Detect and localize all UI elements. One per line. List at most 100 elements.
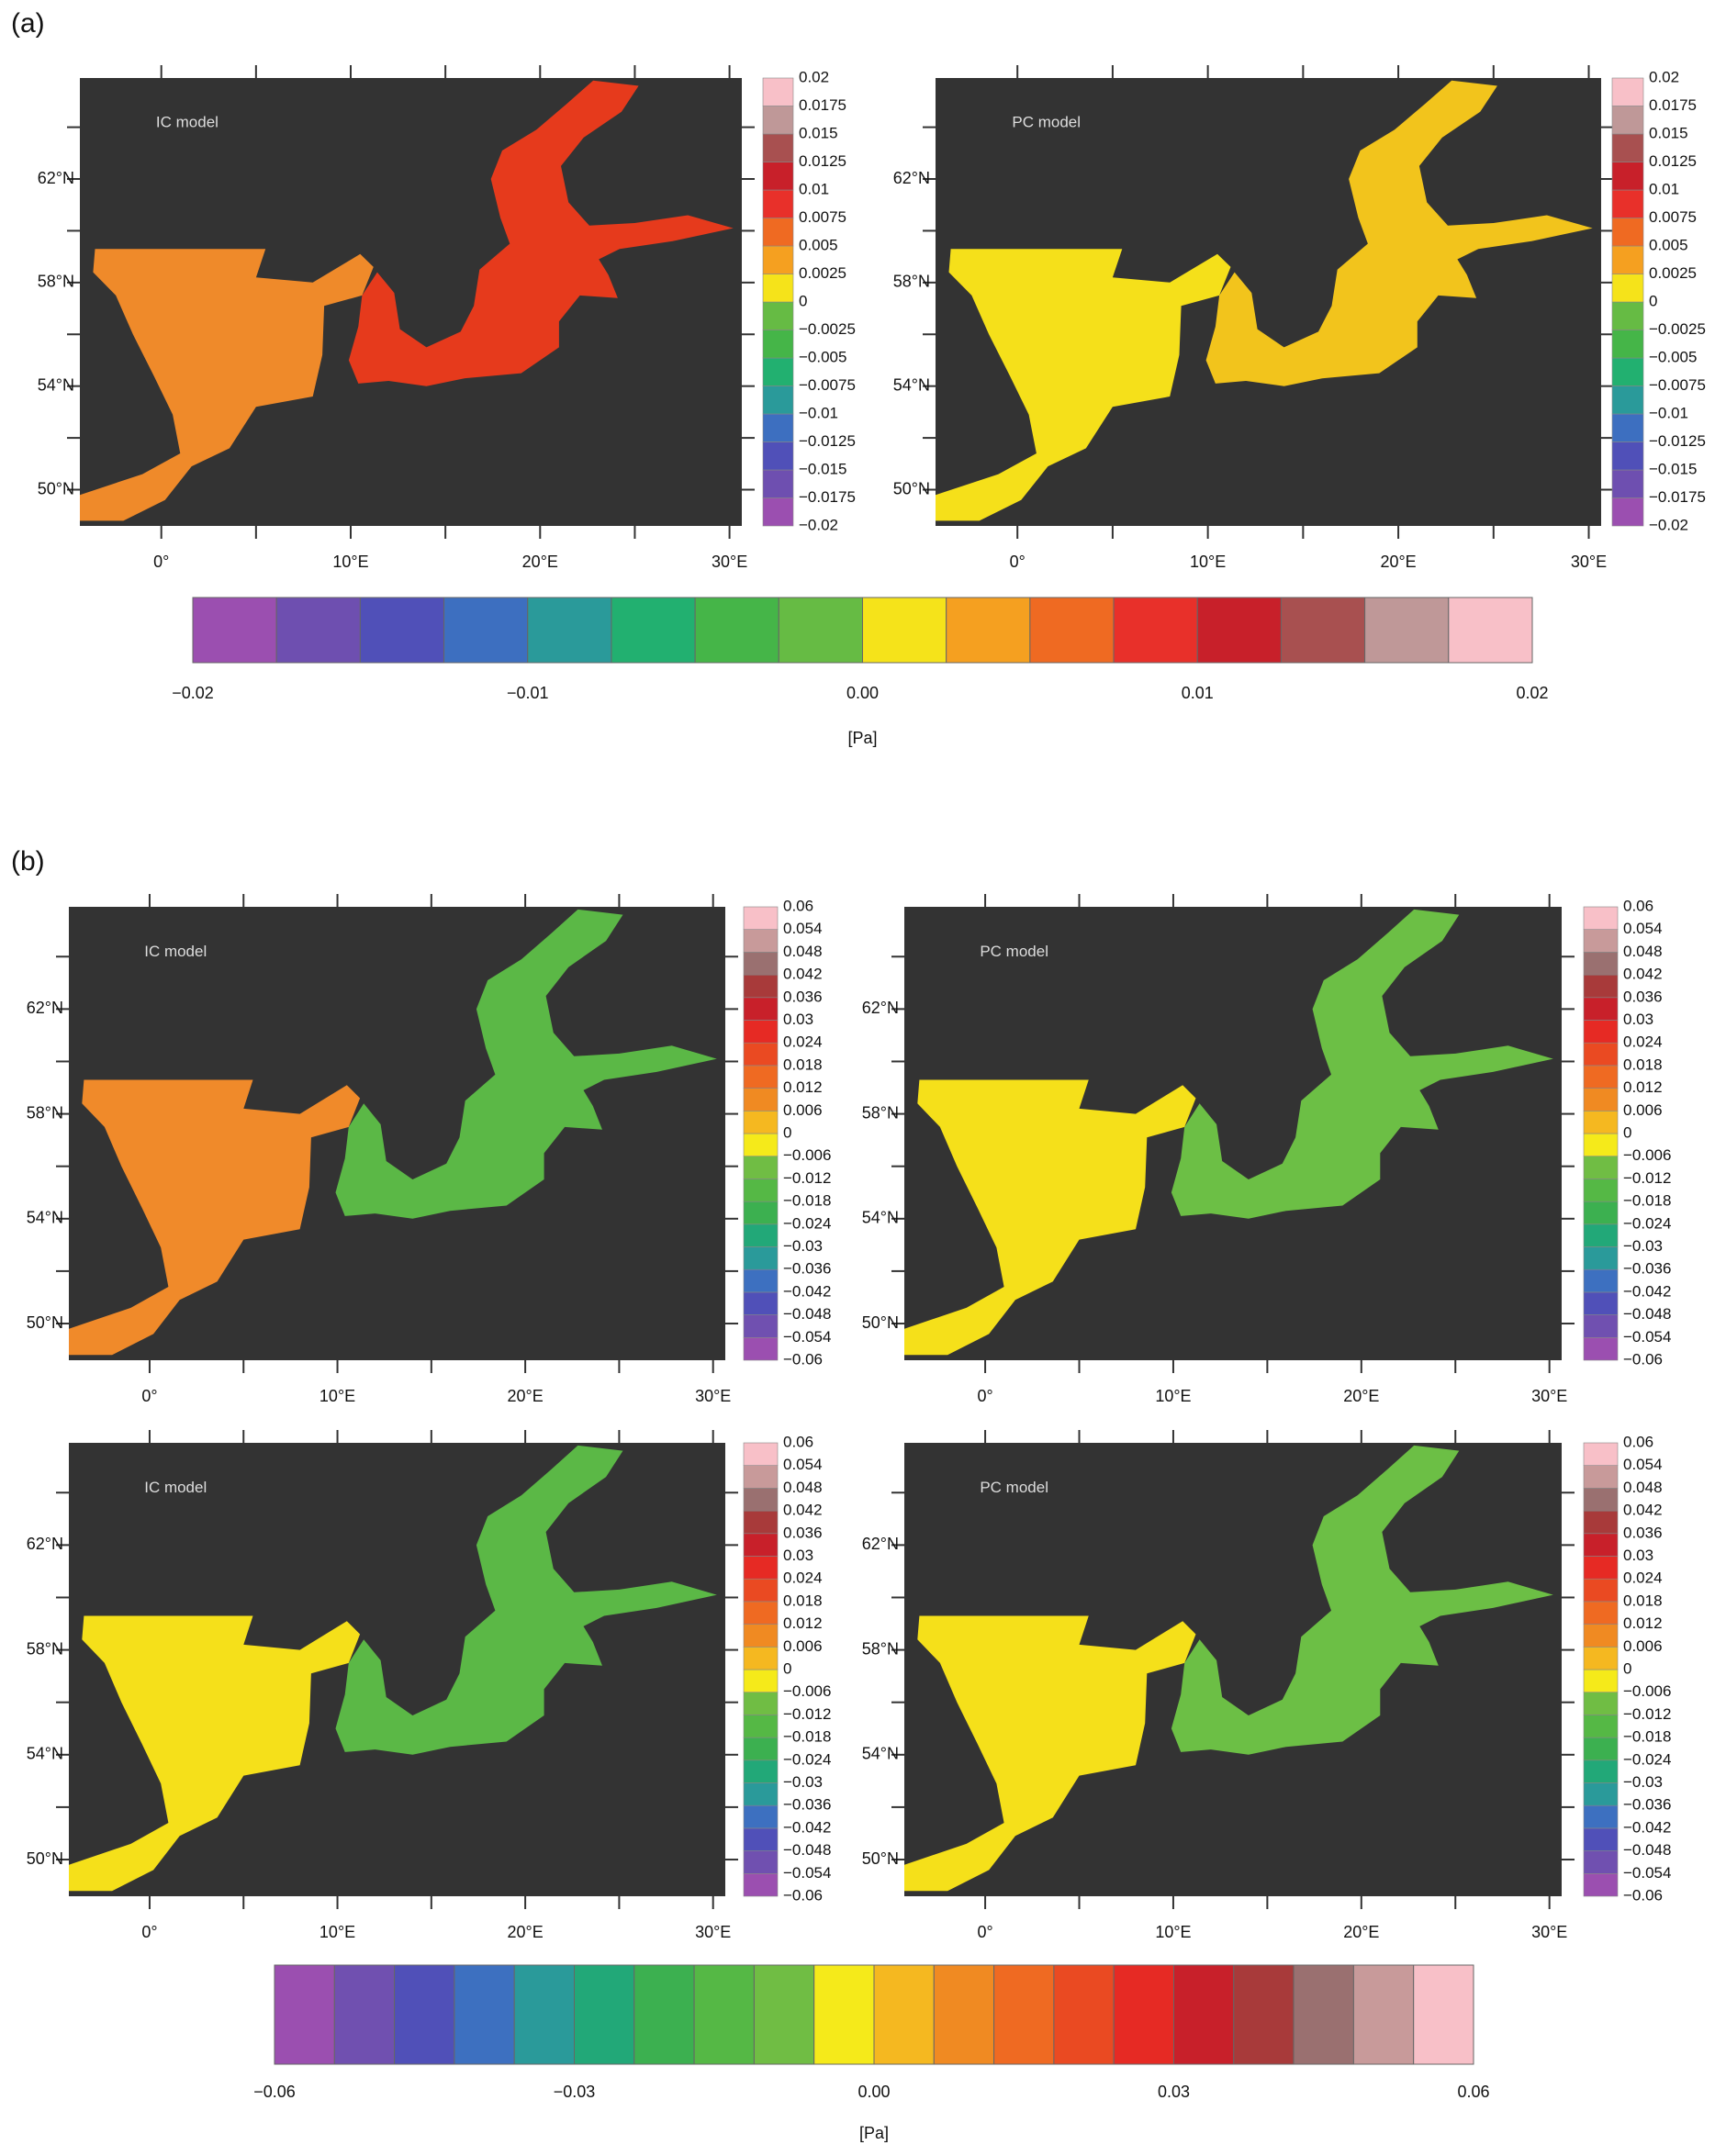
colorbar-box (762, 77, 794, 106)
colorbar-label: 0.024 (1623, 1570, 1663, 1587)
map-title: PC model (1012, 113, 1081, 130)
colorbar-box (359, 597, 445, 664)
lon-label: 10°E (332, 553, 368, 571)
colorbar-box (1583, 1737, 1619, 1761)
colorbar-label: −0.048 (1623, 1305, 1671, 1323)
colorbar-label: −0.0125 (1649, 432, 1706, 450)
colorbar-label: 0.012 (783, 1078, 823, 1096)
colorbar-label: −0.054 (783, 1864, 831, 1882)
colorbar-label: −0.006 (783, 1682, 831, 1700)
colorbar-label: −0.012 (1623, 1705, 1671, 1723)
lon-label: 10°E (319, 1923, 355, 1941)
colorbar-label: 0.0175 (1649, 96, 1697, 114)
colorbar-box (743, 1827, 779, 1851)
lat-label: 50°N (27, 1849, 63, 1868)
colorbar-label: 0.0025 (1649, 264, 1697, 282)
colorbar-box (743, 1488, 779, 1512)
colorbar-box (813, 1964, 875, 2065)
colorbar-label: 0.024 (783, 1570, 823, 1587)
colorbar-label: 0.006 (783, 1637, 823, 1655)
colorbar-label: −0.024 (1623, 1750, 1671, 1768)
colorbar-label: −0.005 (799, 348, 846, 365)
colorbar-box (1583, 1759, 1619, 1783)
colorbar-box (762, 385, 794, 415)
colorbar-label: −0.02 (799, 516, 838, 533)
colorbar-label: −0.024 (783, 1214, 831, 1232)
colorbar-box (1583, 1201, 1619, 1225)
north-sea (904, 1615, 1196, 1892)
map-title: IC model (156, 113, 219, 130)
colorbar-box (1583, 1133, 1619, 1157)
colorbar-label: −0.03 (783, 1773, 823, 1791)
colorbar-label: −0.06 (783, 1886, 823, 1904)
colorbar-box (743, 1556, 779, 1580)
colorbar-label: 0.018 (783, 1592, 823, 1609)
lat-label: 54°N (27, 1209, 63, 1227)
colorbar-box (1583, 1556, 1619, 1580)
lon-label: 30°E (695, 1923, 731, 1941)
colorbar-box (762, 274, 794, 303)
colorbar-label: 0.042 (783, 1502, 823, 1519)
colorbar-label: 0.006 (783, 1101, 823, 1119)
lat-label: 54°N (862, 1745, 899, 1763)
colorbar-box (1448, 597, 1533, 664)
colorbar-box (762, 162, 794, 191)
colorbar-box (1611, 385, 1644, 415)
colorbar-box (633, 1964, 695, 2065)
colorbar-label: −0.015 (1649, 460, 1697, 477)
colorbar-label: 0.018 (1623, 1592, 1663, 1609)
colorbar-label: −0.005 (1649, 348, 1697, 365)
colorbar-box (1611, 301, 1644, 330)
baltic-sea (1171, 1445, 1553, 1755)
colorbar-label: 0.018 (1623, 1056, 1663, 1073)
colorbar-box (574, 1964, 635, 2065)
colorbar-box (1583, 1337, 1619, 1361)
colorbar-label: 0.03 (1623, 1011, 1653, 1028)
colorbar-box (762, 245, 794, 274)
colorbar-label: 0.01 (1182, 684, 1214, 702)
lon-label: 10°E (319, 1387, 355, 1405)
colorbar-box (1413, 1964, 1474, 2065)
colorbar-label: −0.042 (783, 1818, 831, 1836)
colorbar-box (753, 1964, 815, 2065)
colorbar-box (1583, 952, 1619, 976)
lon-label: 20°E (522, 553, 558, 571)
colorbar-label: −0.036 (1623, 1260, 1671, 1278)
colorbar-box (743, 1133, 779, 1157)
colorbar-box (1173, 1964, 1235, 2065)
colorbar-box (1611, 218, 1644, 247)
colorbar-box (1583, 1442, 1619, 1467)
baltic-sea (1205, 80, 1593, 386)
colorbar-label: 0.00 (846, 684, 879, 702)
colorbar-box (743, 929, 779, 953)
lon-label: 0° (977, 1387, 992, 1405)
colorbar-label: 0.042 (1623, 1502, 1663, 1519)
colorbar-box (1583, 929, 1619, 953)
colorbar-label: −0.024 (783, 1750, 831, 1768)
lat-label: 54°N (893, 375, 930, 394)
colorbar-label: 0.036 (1623, 988, 1663, 1005)
panel-label: (b) (11, 846, 45, 877)
colorbar-label: −0.0075 (1649, 376, 1706, 394)
colorbar-label: 0.048 (783, 1479, 823, 1496)
colorbar-box (743, 974, 779, 999)
lat-label: 62°N (893, 169, 930, 187)
colorbar-label: 0.036 (1623, 1524, 1663, 1541)
colorbar-box (192, 597, 277, 664)
colorbar-label: 0.012 (1623, 1614, 1663, 1632)
colorbar-box (1113, 1964, 1174, 2065)
colorbar-box (762, 330, 794, 359)
colorbar-box (1611, 469, 1644, 498)
colorbar-label: −0.036 (783, 1260, 831, 1278)
north-sea (69, 1079, 361, 1356)
colorbar-box (743, 1647, 779, 1670)
colorbar-box (1583, 1578, 1619, 1603)
colorbar-box (1280, 597, 1366, 664)
colorbar-box (743, 1337, 779, 1361)
colorbar-box (1583, 997, 1619, 1021)
colorbar-label: −0.0175 (1649, 488, 1706, 506)
colorbar-box (743, 1020, 779, 1044)
colorbar-box (1583, 1088, 1619, 1112)
colorbar-box (1583, 974, 1619, 999)
